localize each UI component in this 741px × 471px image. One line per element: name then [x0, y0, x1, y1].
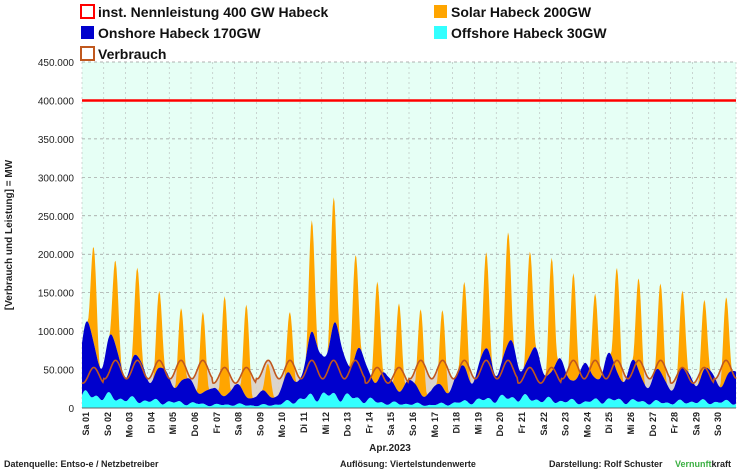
x-tick-label: Fr 21: [517, 412, 527, 434]
footer-author: Darstellung: Rolf Schuster: [549, 459, 663, 469]
x-tick-label: Do 06: [190, 412, 200, 437]
legend-swatch-onshore: [81, 26, 94, 39]
legend-label-verbrauch: Verbrauch: [98, 46, 166, 62]
y-tick-label: 0: [68, 404, 74, 415]
x-tick-label: Sa 22: [539, 412, 549, 436]
y-tick-label: 400.000: [38, 96, 75, 107]
x-tick-label: Fr 28: [670, 412, 680, 434]
x-tick-label: So 09: [255, 412, 265, 436]
legend: inst. Nennleistung 400 GW Habeck Solar H…: [80, 4, 607, 62]
series-offshore-area: [82, 390, 736, 408]
legend-label-solar: Solar Habeck 200GW: [451, 4, 592, 20]
x-tick-label: Di 04: [146, 412, 156, 434]
footer-brand-part1: Vernunft: [675, 459, 712, 469]
x-tick-label: Mi 26: [626, 412, 636, 435]
y-axis-ticks: 0 50.000 100.000 150.000 200.000 250.000 300.0…: [38, 58, 75, 415]
legend-swatch-offshore: [434, 26, 447, 39]
x-tick-label: So 16: [408, 412, 418, 436]
legend-label-offshore: Offshore Habeck 30GW: [451, 25, 607, 41]
x-tick-label: Mo 03: [125, 412, 135, 438]
series-onshore-area: [82, 321, 736, 407]
legend-swatch-solar: [434, 5, 447, 18]
x-tick-label: So 30: [713, 412, 723, 436]
x-tick-label: Di 18: [452, 412, 462, 434]
x-axis-ticks: Sa 01 So 02 Mo 03 Di 04 Mi 05 Do 06 Fr 07 Sa 08…: [81, 412, 723, 438]
y-tick-label: 200.000: [38, 250, 75, 261]
legend-swatch-verbrauch: [80, 46, 95, 61]
x-tick-label: Do 20: [495, 412, 505, 437]
series-verbrauch-line: [81, 359, 737, 385]
y-axis-title: [Verbrauch und Leistung] = MW: [4, 159, 15, 310]
x-tick-label: Sa 01: [81, 412, 91, 436]
y-tick-label: 350.000: [38, 135, 75, 146]
y-tick-label: 150.000: [38, 289, 75, 300]
plot-background: [82, 62, 736, 408]
x-tick-label: Di 11: [299, 412, 309, 433]
x-tick-label: Mo 17: [430, 412, 440, 438]
series-layer: [81, 99, 737, 408]
footer-brand-part2: kraft: [712, 459, 732, 469]
y-tick-label: 300.000: [38, 173, 75, 184]
x-tick-label: Di 25: [604, 412, 614, 434]
legend-label-onshore: Onshore Habeck 170GW: [98, 25, 261, 41]
x-tick-label: So 02: [103, 412, 113, 436]
x-tick-label: Mi 19: [473, 412, 483, 435]
y-tick-label: 250.000: [38, 212, 75, 223]
footer-resolution: Auflösung: Viertelstundenwerte: [340, 459, 476, 469]
legend-label-nennleistung: inst. Nennleistung 400 GW Habeck: [98, 4, 328, 20]
x-tick-label: So 23: [561, 412, 571, 436]
x-tick-label: Mo 10: [277, 412, 287, 438]
legend-swatch-nennleistung: [80, 4, 95, 19]
x-tick-label: Do 27: [648, 412, 658, 437]
x-tick-label: Mi 12: [321, 412, 331, 435]
footer-source: Datenquelle: Entso-e / Netzbetreiber: [4, 459, 159, 469]
x-tick-label: Mo 24: [582, 412, 592, 438]
x-tick-label: Sa 08: [234, 412, 244, 436]
gridlines: [81, 61, 737, 408]
x-tick-label: Mi 05: [168, 412, 178, 435]
y-tick-label: 450.000: [38, 58, 75, 69]
footer-brand: Vernunftkraft: [675, 459, 731, 469]
x-tick-label: Fr 07: [212, 412, 222, 434]
x-tick-label: Sa 15: [386, 412, 396, 436]
series-solar-area: [82, 197, 736, 399]
x-tick-label: Fr 14: [364, 412, 374, 434]
x-tick-label: Do 13: [343, 412, 353, 437]
x-tick-label: Sa 29: [691, 412, 701, 436]
y-tick-label: 100.000: [38, 327, 75, 338]
x-axis-title: Apr.2023: [369, 443, 411, 454]
y-tick-label: 50.000: [43, 366, 74, 377]
